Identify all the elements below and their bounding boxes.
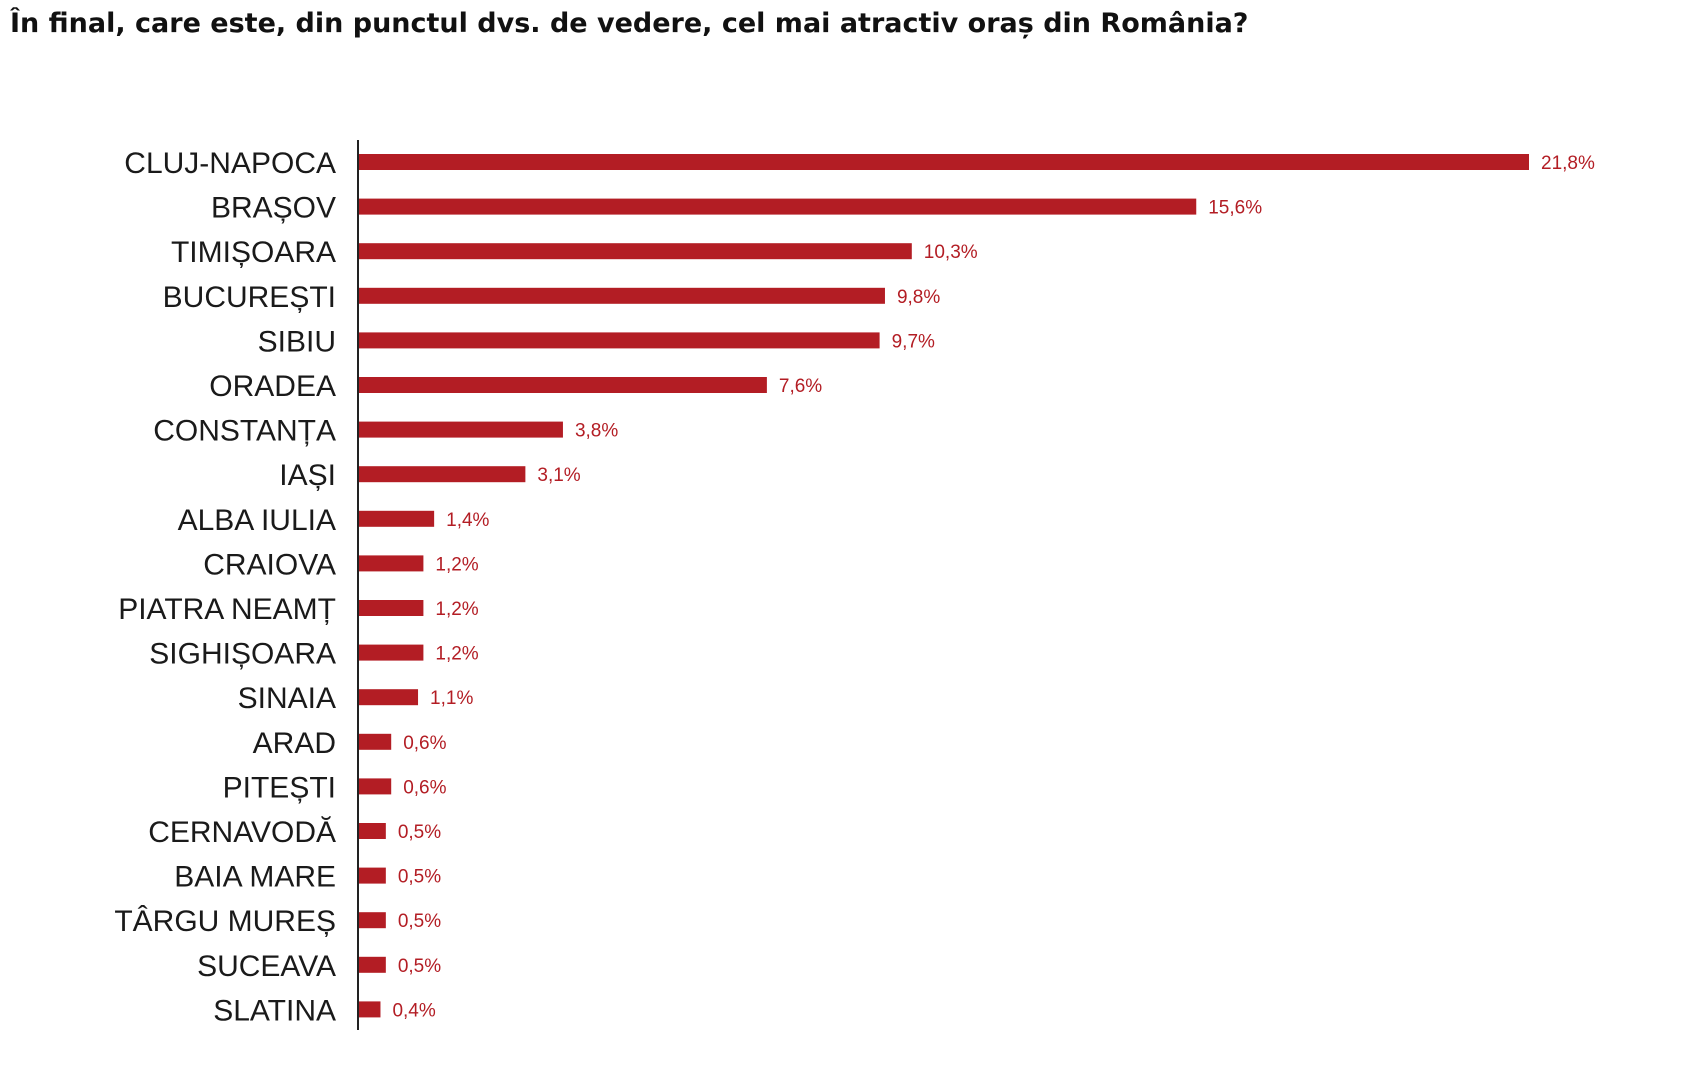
- value-label: 0,5%: [398, 867, 441, 888]
- bar: [359, 867, 386, 884]
- value-labels-group: 21,8% 15,6% 10,3% 9,8% 9,7% 7,6% 3,8% 3,1% 1,4% 1…: [392, 153, 1595, 1021]
- category-label: CLUJ-NAPOCA: [124, 147, 336, 180]
- bar: [359, 956, 386, 973]
- bar: [359, 600, 424, 616]
- value-label: 15,6%: [1208, 198, 1262, 219]
- bar: [359, 332, 880, 349]
- value-label: 7,6%: [779, 376, 822, 397]
- category-label: ORADEA: [209, 370, 336, 403]
- category-label: TÂRGU MUREȘ: [114, 905, 336, 938]
- bar: [359, 243, 912, 260]
- bar: [359, 823, 386, 839]
- category-label: BRAȘOV: [211, 192, 336, 225]
- category-label: CERNAVODĂ: [148, 816, 336, 849]
- category-label: BUCUREȘTI: [163, 281, 336, 314]
- category-label: SIBIU: [258, 325, 336, 358]
- category-label: SUCEAVA: [197, 950, 336, 983]
- bar: [359, 466, 526, 483]
- value-label: 3,1%: [537, 465, 580, 486]
- category-label: ARAD: [253, 727, 336, 760]
- bar: [359, 912, 386, 929]
- bar: [359, 198, 1197, 215]
- value-label: 1,2%: [435, 644, 478, 665]
- category-label: BAIA MARE: [174, 861, 336, 894]
- category-label: IAȘI: [279, 459, 336, 492]
- category-label: TIMIȘOARA: [171, 236, 336, 269]
- category-label: PIATRA NEAMȚ: [118, 593, 336, 626]
- value-label: 0,5%: [398, 911, 441, 932]
- value-label: 1,1%: [430, 688, 473, 709]
- bar: [359, 287, 885, 304]
- bar: [359, 778, 392, 795]
- page-title: În final, care este, din punctul dvs. de…: [10, 8, 1249, 39]
- bar: [359, 377, 767, 393]
- bars-group: [359, 154, 1529, 1018]
- value-label: 1,4%: [446, 510, 489, 531]
- bar: [359, 154, 1529, 170]
- bar: [359, 689, 419, 706]
- bar: [359, 1001, 381, 1018]
- category-label: SIGHIȘOARA: [149, 638, 336, 671]
- value-label: 0,5%: [398, 822, 441, 843]
- category-label: CONSTANȚA: [153, 415, 336, 448]
- category-label: ALBA IULIA: [178, 504, 336, 537]
- value-label: 0,6%: [403, 733, 446, 754]
- category-label: SINAIA: [238, 682, 336, 715]
- bar: [359, 510, 435, 527]
- value-label: 0,5%: [398, 956, 441, 977]
- value-label: 9,8%: [897, 287, 940, 308]
- value-label: 3,8%: [575, 421, 618, 442]
- category-label: CRAIOVA: [203, 548, 336, 581]
- category-label: PITEȘTI: [223, 771, 336, 804]
- value-label: 10,3%: [924, 242, 978, 263]
- bar: [359, 421, 563, 438]
- bar: [359, 644, 424, 661]
- value-label: 21,8%: [1541, 153, 1595, 174]
- category-label: SLATINA: [213, 994, 336, 1027]
- value-label: 9,7%: [892, 331, 935, 352]
- value-label: 0,4%: [392, 1000, 435, 1021]
- bar: [359, 733, 392, 750]
- value-label: 1,2%: [435, 599, 478, 620]
- category-labels-group: CLUJ-NAPOCA BRAȘOV TIMIȘOARA BUCUREȘTI SIBIU…: [114, 147, 336, 1027]
- value-label: 0,6%: [403, 777, 446, 798]
- value-label: 1,2%: [435, 554, 478, 575]
- bar: [359, 555, 424, 572]
